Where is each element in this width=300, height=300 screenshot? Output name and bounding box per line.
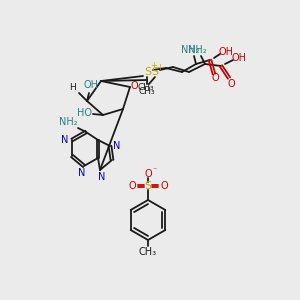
Text: HO: HO [77,108,92,118]
Text: O: O [160,181,168,191]
Text: +: + [157,62,164,71]
Text: CH₃: CH₃ [139,247,157,257]
Text: N: N [98,172,106,182]
Text: +: + [151,61,158,70]
Text: NH₂: NH₂ [59,117,77,127]
Text: S: S [152,67,159,77]
Text: OH: OH [218,47,233,57]
Text: NH₂: NH₂ [181,45,199,55]
Text: OH: OH [83,80,98,90]
Text: S: S [144,181,152,191]
Text: O: O [130,81,138,91]
Text: O: O [227,79,235,89]
Text: O: O [128,181,136,191]
Text: O: O [211,73,219,83]
Text: N: N [113,141,121,151]
Text: CH₃: CH₃ [138,83,154,92]
Text: S: S [144,67,152,77]
Text: N: N [78,168,86,178]
Text: O: O [144,169,152,179]
Text: N: N [61,135,69,145]
Text: H: H [70,82,76,91]
Text: CH₃: CH₃ [139,88,155,97]
Text: OH: OH [232,53,247,63]
Text: ⁻: ⁻ [153,166,157,175]
Text: NH₂: NH₂ [188,45,206,55]
